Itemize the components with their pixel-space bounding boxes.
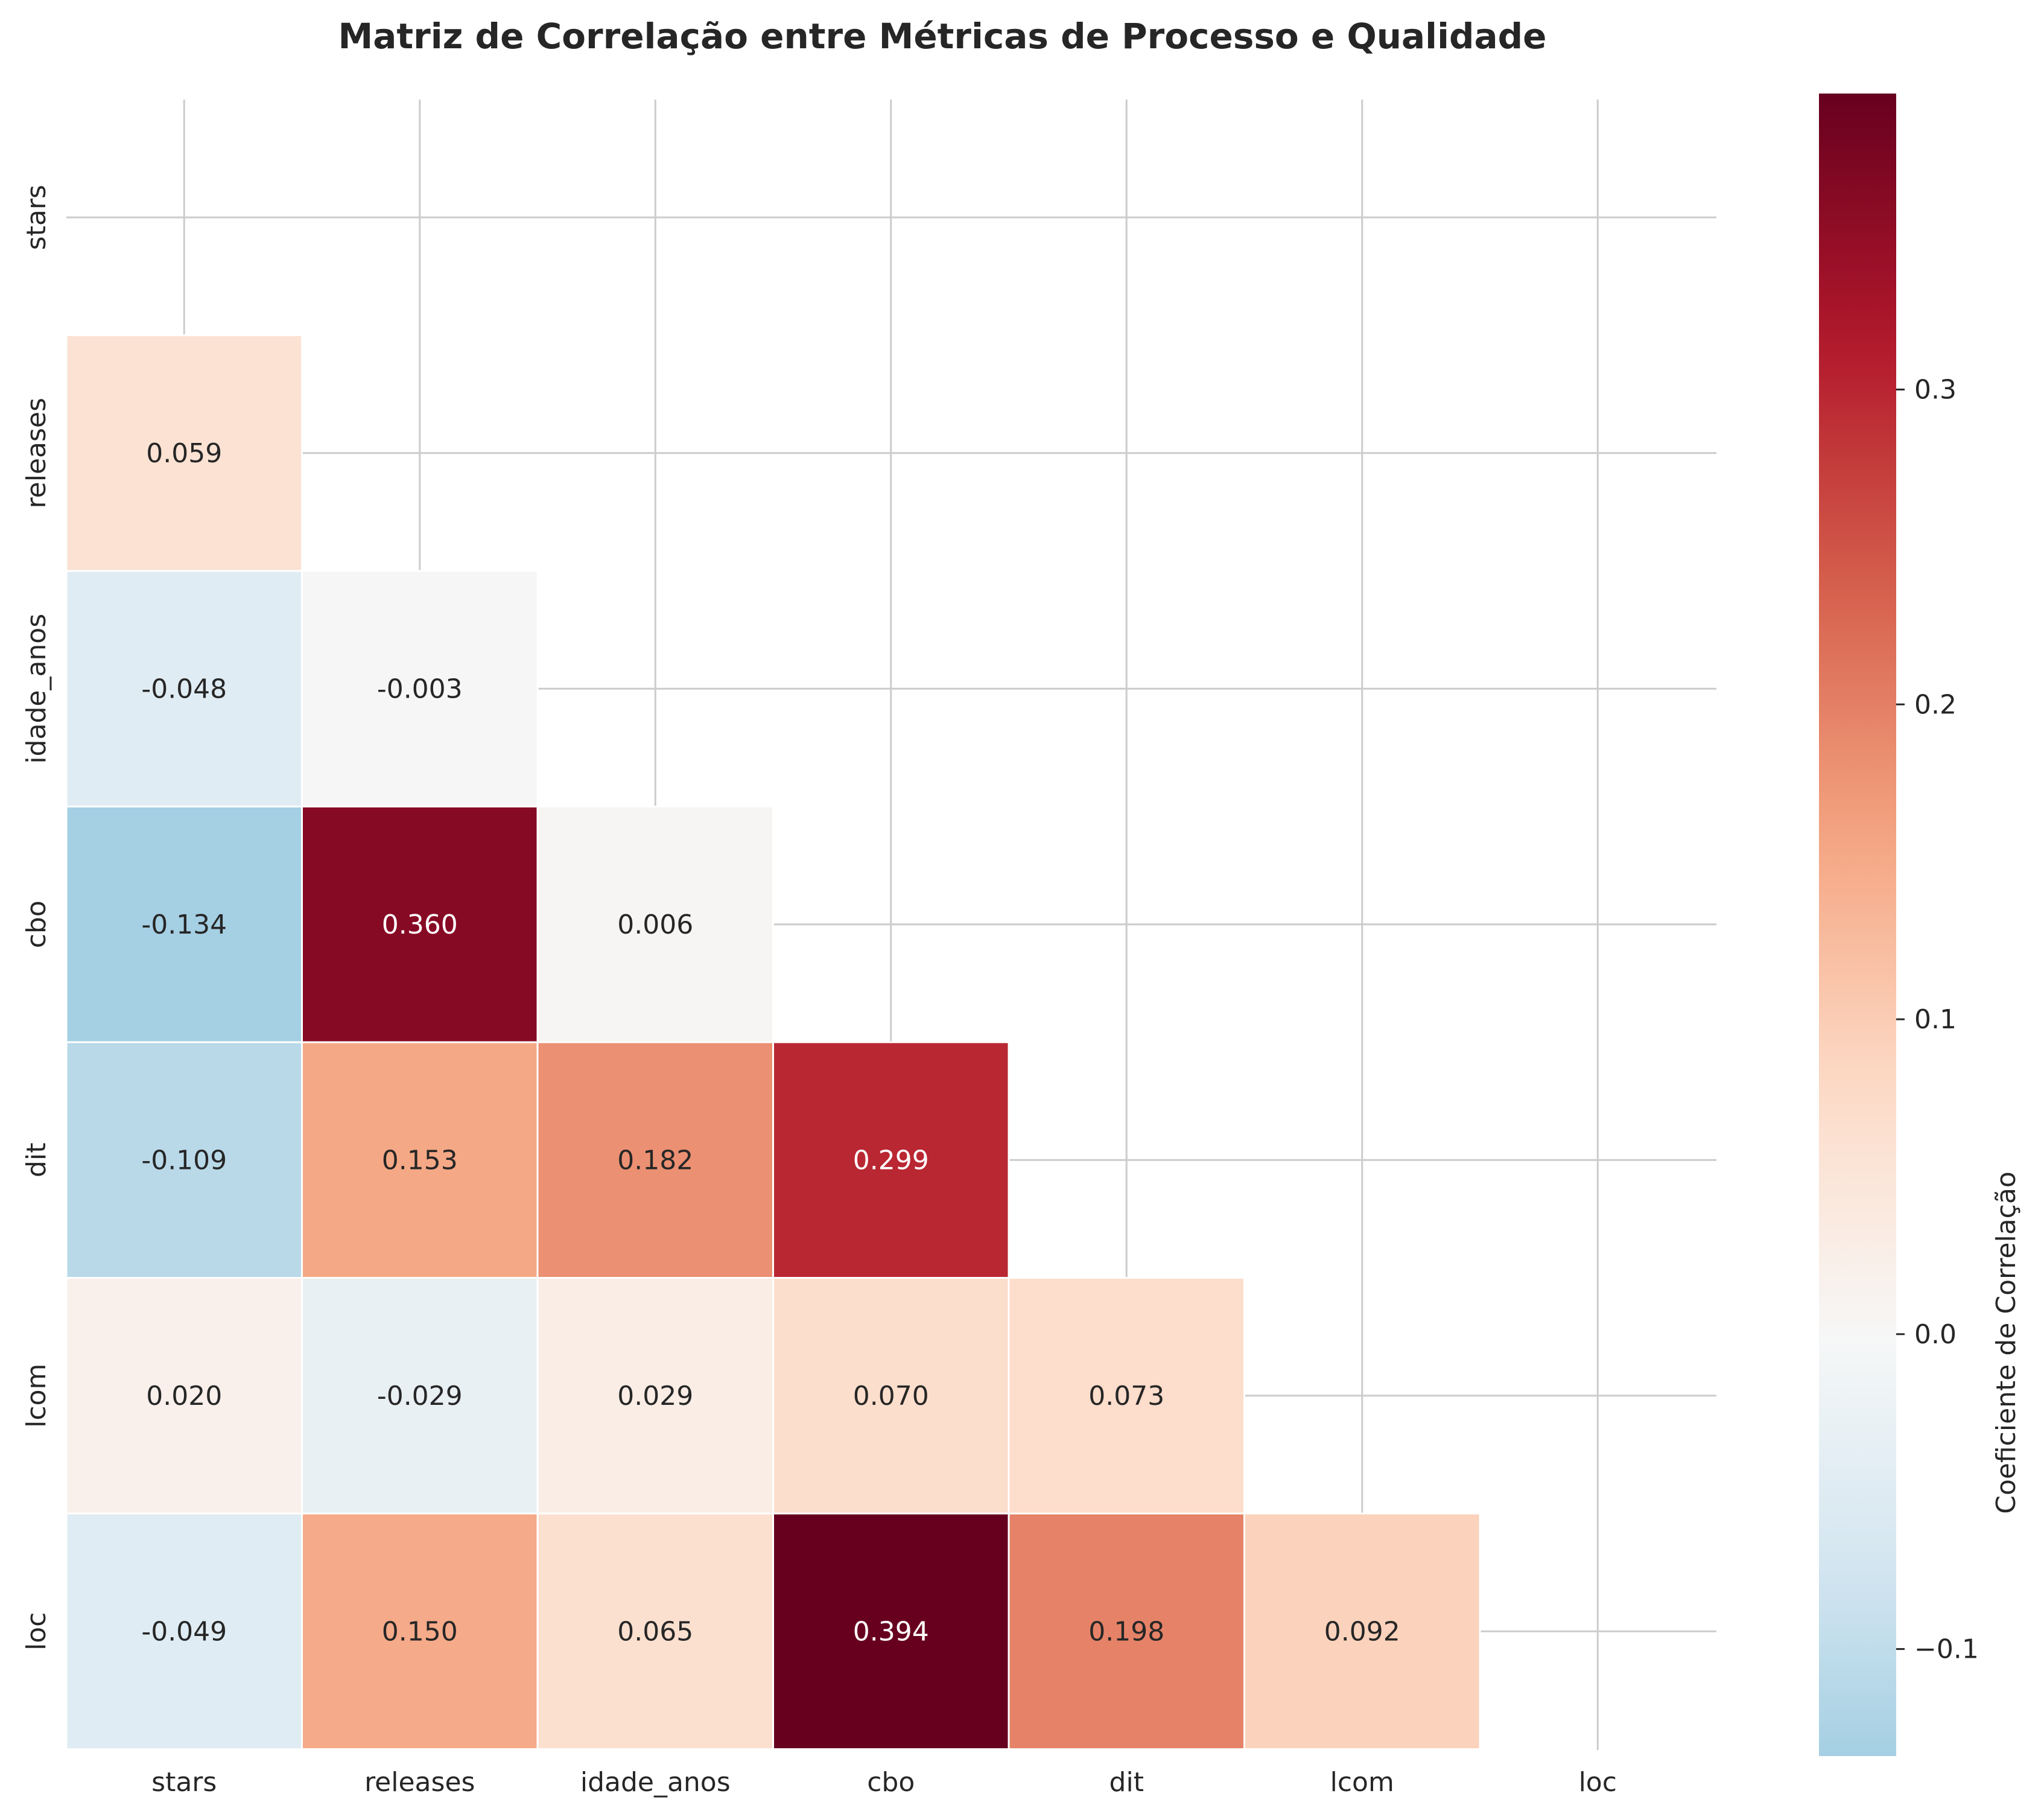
heatmap-cell-loc-cbo — [772, 1512, 1010, 1750]
heatmap-cell-lcom-releases — [301, 1277, 539, 1515]
y-tick-label: idade_anos — [21, 614, 52, 764]
heatmap-cell-lcom-dit — [1008, 1277, 1245, 1515]
heatmap-cell-loc-releases — [301, 1512, 539, 1750]
x-tick-label: releases — [364, 1767, 475, 1798]
heatmap-cell-cbo-releases — [301, 806, 539, 1043]
y-tick-label: stars — [21, 185, 52, 250]
x-tick-label: loc — [1579, 1767, 1617, 1798]
cell-value-label: -0.048 — [141, 673, 227, 704]
cell-value-label: -0.003 — [377, 673, 463, 704]
y-tick-label: lcom — [21, 1364, 52, 1428]
heatmap-cell-loc-stars — [65, 1512, 303, 1750]
cell-value-label: 0.070 — [853, 1381, 929, 1412]
colorbar-label: Coeficiente de Correlação — [1991, 1171, 2022, 1514]
heatmap-cell-releases-stars — [65, 334, 303, 572]
cell-value-label: -0.134 — [141, 909, 227, 940]
cell-value-label: 0.360 — [382, 909, 458, 940]
heatmap-cell-cbo-idade_anos — [536, 806, 774, 1043]
cell-value-label: 0.198 — [1088, 1616, 1164, 1647]
cell-value-label: 0.150 — [382, 1616, 458, 1647]
heatmap-cell-loc-dit — [1008, 1512, 1245, 1750]
heatmap-cell-loc-lcom — [1243, 1512, 1481, 1750]
colorbar-tick-label: 0.3 — [1914, 374, 1957, 405]
colorbar-tick-label: 0.2 — [1914, 689, 1957, 720]
heatmap-cell-dit-cbo — [772, 1041, 1010, 1279]
x-tick-label: cbo — [867, 1767, 915, 1798]
cell-value-label: -0.029 — [377, 1381, 463, 1412]
colorbar-gradient — [1819, 94, 1896, 1756]
heatmap-cell-dit-idade_anos — [536, 1041, 774, 1279]
heatmap-cell-dit-stars — [65, 1041, 303, 1279]
cell-value-label: 0.020 — [146, 1381, 222, 1412]
colorbar-tick-label: 0.1 — [1914, 1004, 1957, 1035]
colorbar-tick-label: −0.1 — [1914, 1634, 1979, 1665]
colorbar: −0.1 0.0 0.1 0.2 0.3 — [1819, 94, 1979, 1756]
cell-value-label: 0.059 — [146, 438, 222, 469]
y-tick-label: loc — [21, 1612, 52, 1650]
cell-value-label: 0.153 — [382, 1145, 458, 1176]
y-tick-label: cbo — [21, 900, 52, 948]
x-tick-label: lcom — [1330, 1767, 1394, 1798]
x-tick-label: dit — [1109, 1767, 1144, 1798]
cell-value-label: 0.394 — [853, 1616, 929, 1647]
heatmap-cell-idade_anos-releases — [301, 570, 539, 807]
x-axis-tick-labels: stars releases idade_anos cbo dit lcom loc — [151, 1767, 1617, 1798]
y-tick-label: dit — [21, 1143, 52, 1177]
cell-value-label: 0.029 — [617, 1381, 693, 1412]
chart-title: Matriz de Correlação entre Métricas de P… — [338, 16, 1547, 57]
heatmap-cell-lcom-stars — [65, 1277, 303, 1515]
cell-value-label: -0.109 — [141, 1145, 227, 1176]
x-tick-label: idade_anos — [580, 1767, 731, 1798]
cell-value-label: 0.092 — [1324, 1616, 1400, 1647]
cell-value-label: 0.065 — [617, 1616, 693, 1647]
cell-value-label: 0.182 — [617, 1145, 693, 1176]
x-tick-label: stars — [151, 1767, 217, 1798]
heatmap-cell-dit-releases — [301, 1041, 539, 1279]
y-tick-label: releases — [21, 398, 52, 508]
heatmap-cells: 0.059 -0.048 -0.003 -0.134 0.360 0.006 -0.109 0… — [65, 334, 1481, 1750]
cell-value-label: -0.049 — [141, 1616, 227, 1647]
colorbar-tick-label: 0.0 — [1914, 1319, 1957, 1350]
cell-value-label: 0.299 — [853, 1145, 929, 1176]
cell-value-label: 0.073 — [1088, 1381, 1164, 1412]
cell-value-label: 0.006 — [617, 909, 693, 940]
heatmap-cell-loc-idade_anos — [536, 1512, 774, 1750]
